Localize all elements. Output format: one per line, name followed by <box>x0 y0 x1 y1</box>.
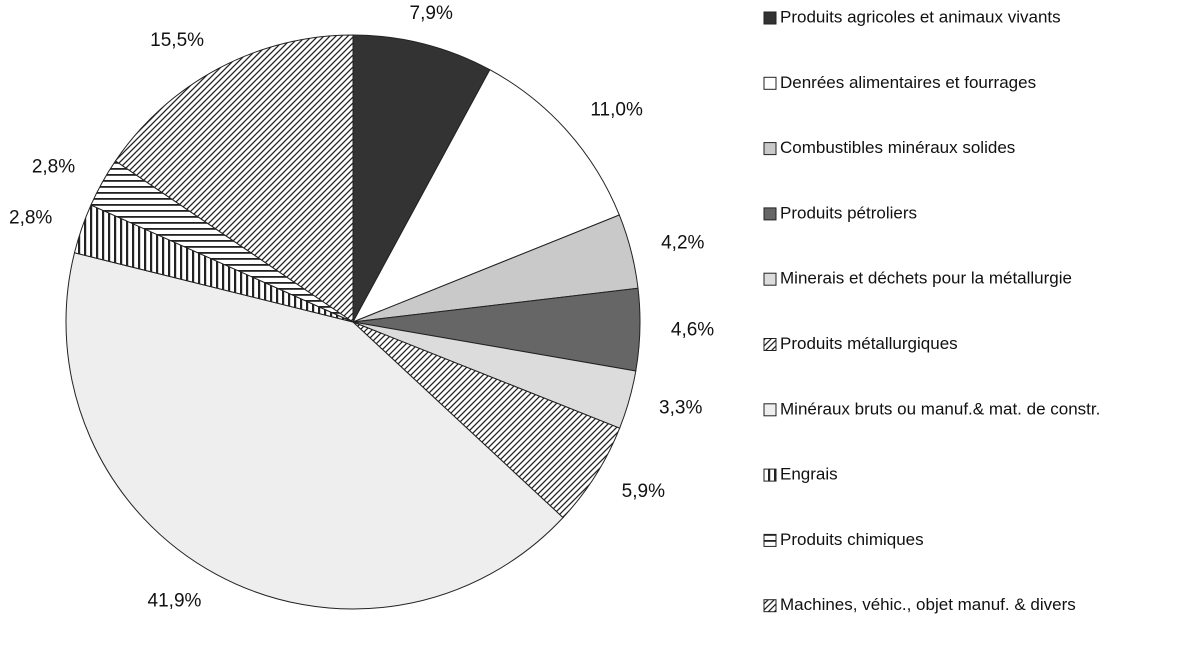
slice-label: 4,6% <box>671 320 714 341</box>
legend-label: Produits chimiques <box>780 530 924 549</box>
legend-label: Combustibles minéraux solides <box>780 138 1015 157</box>
pie-slice <box>352 34 491 323</box>
legend-swatch <box>763 533 777 547</box>
slice-label: 41,9% <box>148 591 202 612</box>
legend-swatch <box>763 468 777 482</box>
legend-label: Minerais et déchets pour la métallurgie <box>780 269 1072 288</box>
pie-slice <box>351 69 620 323</box>
slice-label: 5,9% <box>622 481 665 502</box>
legend-label: Produits agricoles et animaux vivants <box>780 7 1061 26</box>
legend-swatch <box>763 207 777 221</box>
slice-label: 3,3% <box>659 397 702 418</box>
slice-label: 15,5% <box>150 30 204 51</box>
slice-label: 11,0% <box>590 99 643 120</box>
legend-label: Produits pétroliers <box>780 203 917 222</box>
legend-label: Produits métallurgiques <box>780 334 958 353</box>
slice-label: 2,8% <box>32 156 75 177</box>
legend-swatch <box>763 142 777 156</box>
slice-label: 4,2% <box>661 232 704 253</box>
slice-label: 2,8% <box>9 207 52 228</box>
legend-swatch <box>763 599 777 613</box>
legend-swatch <box>763 338 777 351</box>
pie-slice <box>114 34 354 323</box>
slice-label: 7,9% <box>410 3 453 24</box>
legend-swatch <box>763 11 777 25</box>
pie-slice <box>65 252 564 610</box>
legend-swatch <box>763 272 777 286</box>
legend-label: Minéraux bruts ou manuf.& mat. de constr… <box>780 399 1100 418</box>
legend-label: Denrées alimentaires et fourrages <box>780 73 1036 92</box>
legend-label: Machines, véhic., objet manuf. & divers <box>780 595 1076 614</box>
legend-swatch <box>763 403 777 417</box>
legend-swatch <box>763 76 777 90</box>
legend-label: Engrais <box>780 465 838 484</box>
